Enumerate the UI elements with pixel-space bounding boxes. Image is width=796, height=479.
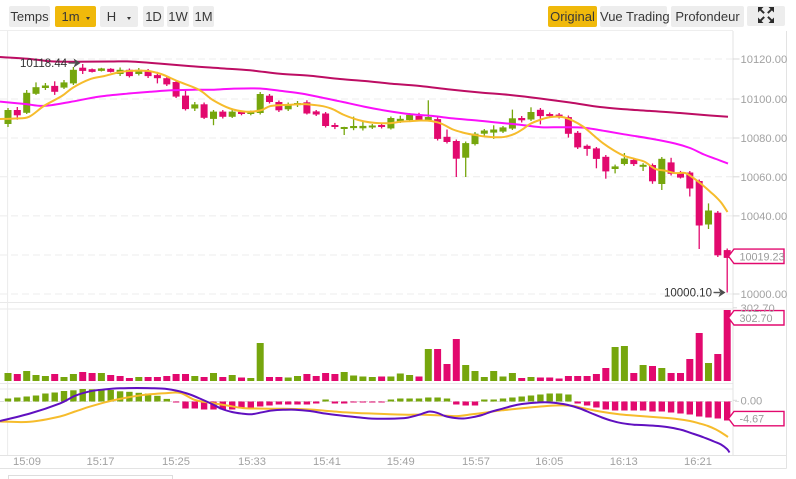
svg-text:15:09: 15:09 [13, 456, 41, 468]
svg-text:-4.67: -4.67 [740, 414, 765, 426]
svg-text:16:13: 16:13 [610, 456, 638, 468]
svg-text:16:05: 16:05 [535, 456, 563, 468]
svg-text:10019.23: 10019.23 [740, 251, 785, 263]
svg-text:10100.00: 10100.00 [741, 94, 788, 106]
svg-text:302.70: 302.70 [740, 313, 773, 325]
svg-text:10000.00: 10000.00 [741, 289, 788, 301]
svg-text:15:41: 15:41 [313, 456, 341, 468]
svg-text:10000.10: 10000.10 [664, 288, 712, 300]
svg-text:0.00: 0.00 [741, 395, 763, 407]
svg-text:15:17: 15:17 [87, 456, 115, 468]
svg-text:302.70: 302.70 [741, 303, 775, 315]
svg-text:15:49: 15:49 [387, 456, 415, 468]
svg-text:10040.00: 10040.00 [741, 211, 788, 223]
svg-text:16:21: 16:21 [684, 456, 712, 468]
svg-text:10120.00: 10120.00 [741, 54, 788, 66]
svg-text:15:25: 15:25 [162, 456, 190, 468]
svg-text:10060.00: 10060.00 [741, 172, 788, 184]
svg-text:15:57: 15:57 [462, 456, 490, 468]
svg-text:10118.44: 10118.44 [20, 58, 68, 70]
svg-text:10080.00: 10080.00 [741, 133, 788, 145]
svg-text:15:33: 15:33 [238, 456, 266, 468]
